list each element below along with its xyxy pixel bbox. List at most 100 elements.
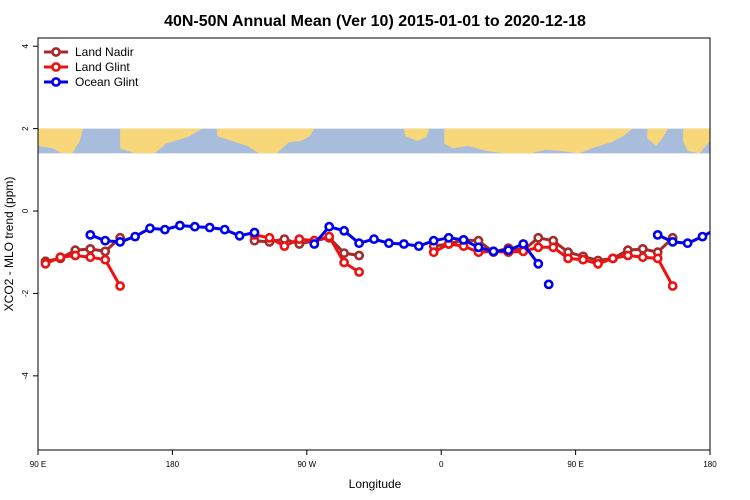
data-point <box>563 253 573 264</box>
data-point <box>204 222 215 233</box>
data-point <box>413 241 424 251</box>
map-landmass <box>120 128 203 154</box>
data-point <box>339 225 349 236</box>
series-line <box>89 224 255 244</box>
x-axis-label: Longitude <box>349 477 402 491</box>
data-point <box>115 236 125 247</box>
data-point <box>324 221 335 232</box>
data-point <box>279 241 290 251</box>
data-point <box>533 258 544 269</box>
data-point <box>428 235 439 246</box>
data-point <box>637 243 648 254</box>
data-point <box>652 229 663 240</box>
map-landmass <box>262 143 271 151</box>
x-tick-label: 180 <box>166 460 180 469</box>
data-point <box>100 254 111 265</box>
data-point <box>249 227 260 238</box>
data-point <box>697 231 708 242</box>
data-point <box>428 247 439 258</box>
data-point <box>354 267 364 277</box>
legend-swatch-marker <box>51 47 61 57</box>
data-point <box>264 232 275 243</box>
legend-swatch-marker <box>51 62 61 72</box>
x-tick-label: 0 <box>439 460 444 469</box>
y-axis: 4 2 0 -2 -4 <box>21 43 38 379</box>
legend-swatch-marker <box>51 77 61 87</box>
data-point <box>533 242 544 253</box>
legend-item: Land Nadir <box>44 45 134 59</box>
data-point <box>294 234 305 244</box>
chart-title: 40N-50N Annual Mean (Ver 10) 2015-01-01 … <box>164 13 586 30</box>
data-point <box>85 252 96 263</box>
data-point <box>174 220 185 231</box>
legend-label: Land Nadir <box>75 45 134 59</box>
data-point <box>473 242 484 253</box>
series-line <box>313 225 540 265</box>
data-point <box>339 257 349 268</box>
data-point <box>55 252 66 263</box>
data-point <box>543 279 554 290</box>
y-tick-label: 4 <box>21 43 30 48</box>
data-point <box>339 248 349 258</box>
data-point <box>518 239 529 249</box>
data-point <box>100 246 111 257</box>
series-ocean-glint <box>85 220 736 290</box>
data-point <box>714 225 721 232</box>
data-point <box>682 238 693 249</box>
data-point <box>503 245 514 256</box>
x-axis: 90 E 180 90 W 0 90 E 180 <box>30 450 717 469</box>
data-point <box>354 238 364 249</box>
data-point <box>219 224 230 235</box>
data-point <box>145 223 155 234</box>
data-point <box>488 246 499 257</box>
map-landmass <box>444 128 633 154</box>
legend-item: Ocean Glint <box>44 75 139 89</box>
y-tick-label: 2 <box>21 126 30 131</box>
data-point <box>458 234 469 245</box>
map-landmass <box>683 128 710 154</box>
x-tick-label: 180 <box>703 460 717 469</box>
data-point <box>85 229 96 240</box>
data-point <box>85 243 96 254</box>
data-point <box>398 239 409 249</box>
x-tick-label: 90 E <box>30 460 46 469</box>
legend-label: Ocean Glint <box>75 75 139 89</box>
x-tick-label: 90 E <box>567 460 583 469</box>
data-point <box>383 238 394 249</box>
data-point <box>309 239 320 249</box>
data-point <box>234 230 245 241</box>
data-point <box>593 258 603 269</box>
data-point <box>548 242 559 253</box>
data-point <box>578 254 588 265</box>
data-point <box>130 231 140 242</box>
data-point <box>324 231 335 242</box>
y-tick-label: -2 <box>21 289 30 297</box>
data-point <box>608 253 618 264</box>
legend-label: Land Glint <box>75 60 130 74</box>
data-point <box>354 250 364 261</box>
data-point <box>115 281 125 291</box>
world-map-strip <box>38 128 710 154</box>
legend-item: Land Glint <box>44 60 130 74</box>
data-point <box>443 232 454 243</box>
map-landmass <box>403 128 430 141</box>
x-tick-label: 90 W <box>297 460 316 469</box>
data-point <box>189 221 200 232</box>
map-landmass <box>647 128 669 146</box>
data-point <box>623 250 633 261</box>
data-point <box>652 253 663 264</box>
data-point <box>40 258 51 269</box>
plot-frame <box>37 37 711 451</box>
y-tick-label: 0 <box>21 208 30 213</box>
data-point <box>637 252 648 263</box>
data-point <box>369 234 379 244</box>
map-landmass <box>38 128 83 154</box>
y-axis-label: XCO2 - MLO trend (ppm) <box>2 177 16 312</box>
data-point <box>729 226 736 233</box>
data-point <box>667 236 678 247</box>
series-land-glint <box>40 229 678 291</box>
map-landmass <box>217 128 315 154</box>
y-tick-label: -4 <box>21 372 30 380</box>
